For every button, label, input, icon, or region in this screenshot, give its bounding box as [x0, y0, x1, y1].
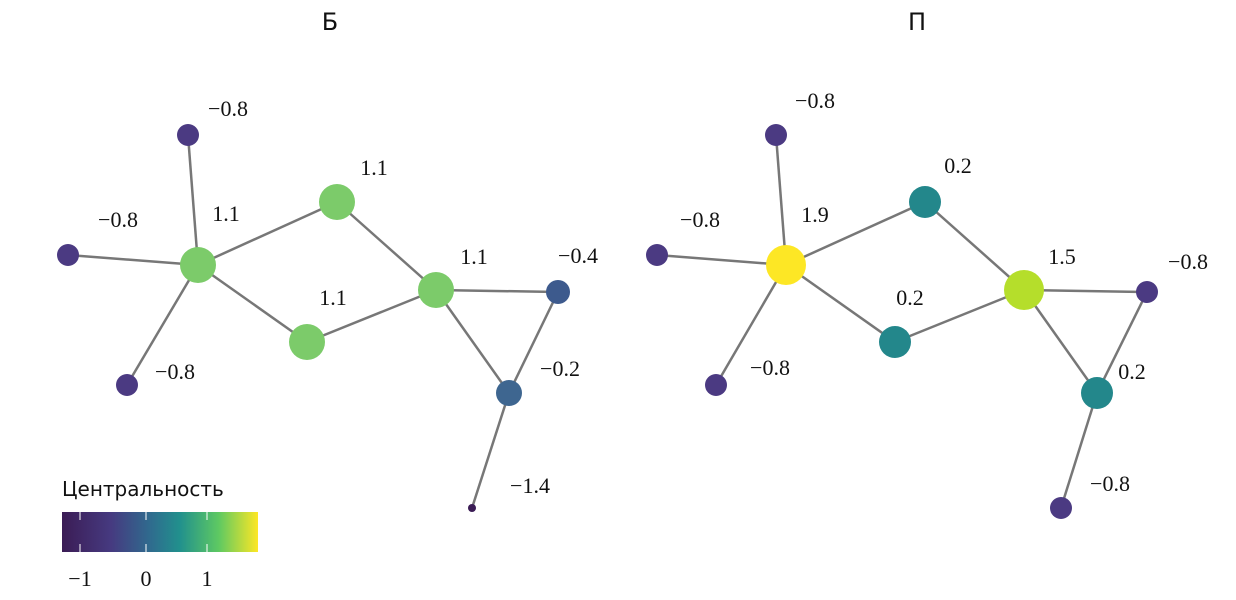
node-label: 1.1: [460, 244, 488, 269]
node: [418, 272, 454, 308]
edge: [336, 201, 437, 291]
node: [546, 280, 570, 304]
edge: [197, 263, 308, 344]
edge: [470, 392, 511, 509]
node-label: −0.8: [795, 88, 835, 113]
edge: [1095, 291, 1149, 394]
node: [879, 326, 911, 358]
colorbar-tick-label: 1: [202, 566, 213, 591]
node: [468, 504, 476, 512]
edge: [1023, 288, 1148, 294]
edge: [507, 291, 560, 394]
node-label: 0.2: [1118, 359, 1146, 384]
edge: [1059, 392, 1099, 509]
node: [646, 244, 668, 266]
edge: [435, 288, 559, 294]
node-label: 1.5: [1048, 244, 1076, 269]
edge: [785, 263, 896, 344]
node-label: −0.8: [98, 207, 138, 232]
edge: [785, 200, 926, 267]
node-label: −0.2: [540, 356, 580, 381]
node: [177, 124, 199, 146]
edge: [306, 288, 437, 344]
node: [180, 247, 216, 283]
node: [1050, 497, 1072, 519]
node: [1136, 281, 1158, 303]
panel-title: Б: [322, 8, 338, 36]
colorbar-title: Центральность: [62, 477, 224, 501]
edge: [924, 201, 1025, 291]
colorbar-tick-label: 0: [141, 566, 152, 591]
node-label: −0.8: [208, 96, 248, 121]
node-label: 1.1: [212, 201, 240, 226]
edge: [774, 134, 788, 266]
node-label: 0.2: [896, 285, 924, 310]
panels: Б 1.1 −0.8 −0.8 −0.8 1.1 1.1 1.1 −0.4 −0.2 −1.4 П 1.…: [57, 8, 1208, 519]
node: [765, 124, 787, 146]
node-label: 1.9: [801, 202, 829, 227]
node-label: −0.8: [1090, 471, 1130, 496]
node-label: 1.1: [319, 285, 347, 310]
colorbar: Центральность −1 0 1: [62, 477, 258, 591]
node-label: −0.8: [750, 355, 790, 380]
edge: [434, 289, 511, 394]
colorbar-tick-label: −1: [68, 566, 91, 591]
node-label: −0.8: [1168, 249, 1208, 274]
node-label: −0.4: [558, 243, 598, 268]
node-label: 1.1: [360, 155, 388, 180]
node: [705, 374, 727, 396]
node: [1081, 377, 1113, 409]
node: [57, 244, 79, 266]
node: [909, 186, 941, 218]
edge: [186, 134, 200, 266]
node: [1004, 270, 1044, 310]
node: [116, 374, 138, 396]
edge: [197, 200, 338, 267]
node: [289, 324, 325, 360]
node-label: 0.2: [944, 153, 972, 178]
node: [319, 184, 355, 220]
edge: [67, 253, 199, 267]
panel-title: П: [908, 8, 926, 36]
edge: [125, 264, 200, 386]
node-label: −0.8: [155, 359, 195, 384]
edge: [656, 253, 787, 267]
node-label: −0.8: [680, 207, 720, 232]
node-label: −1.4: [510, 473, 550, 498]
node: [496, 380, 522, 406]
edge: [894, 288, 1025, 344]
edge: [1022, 289, 1099, 394]
colorbar-gradient: [62, 512, 258, 552]
edge: [714, 264, 788, 386]
node: [766, 245, 806, 285]
